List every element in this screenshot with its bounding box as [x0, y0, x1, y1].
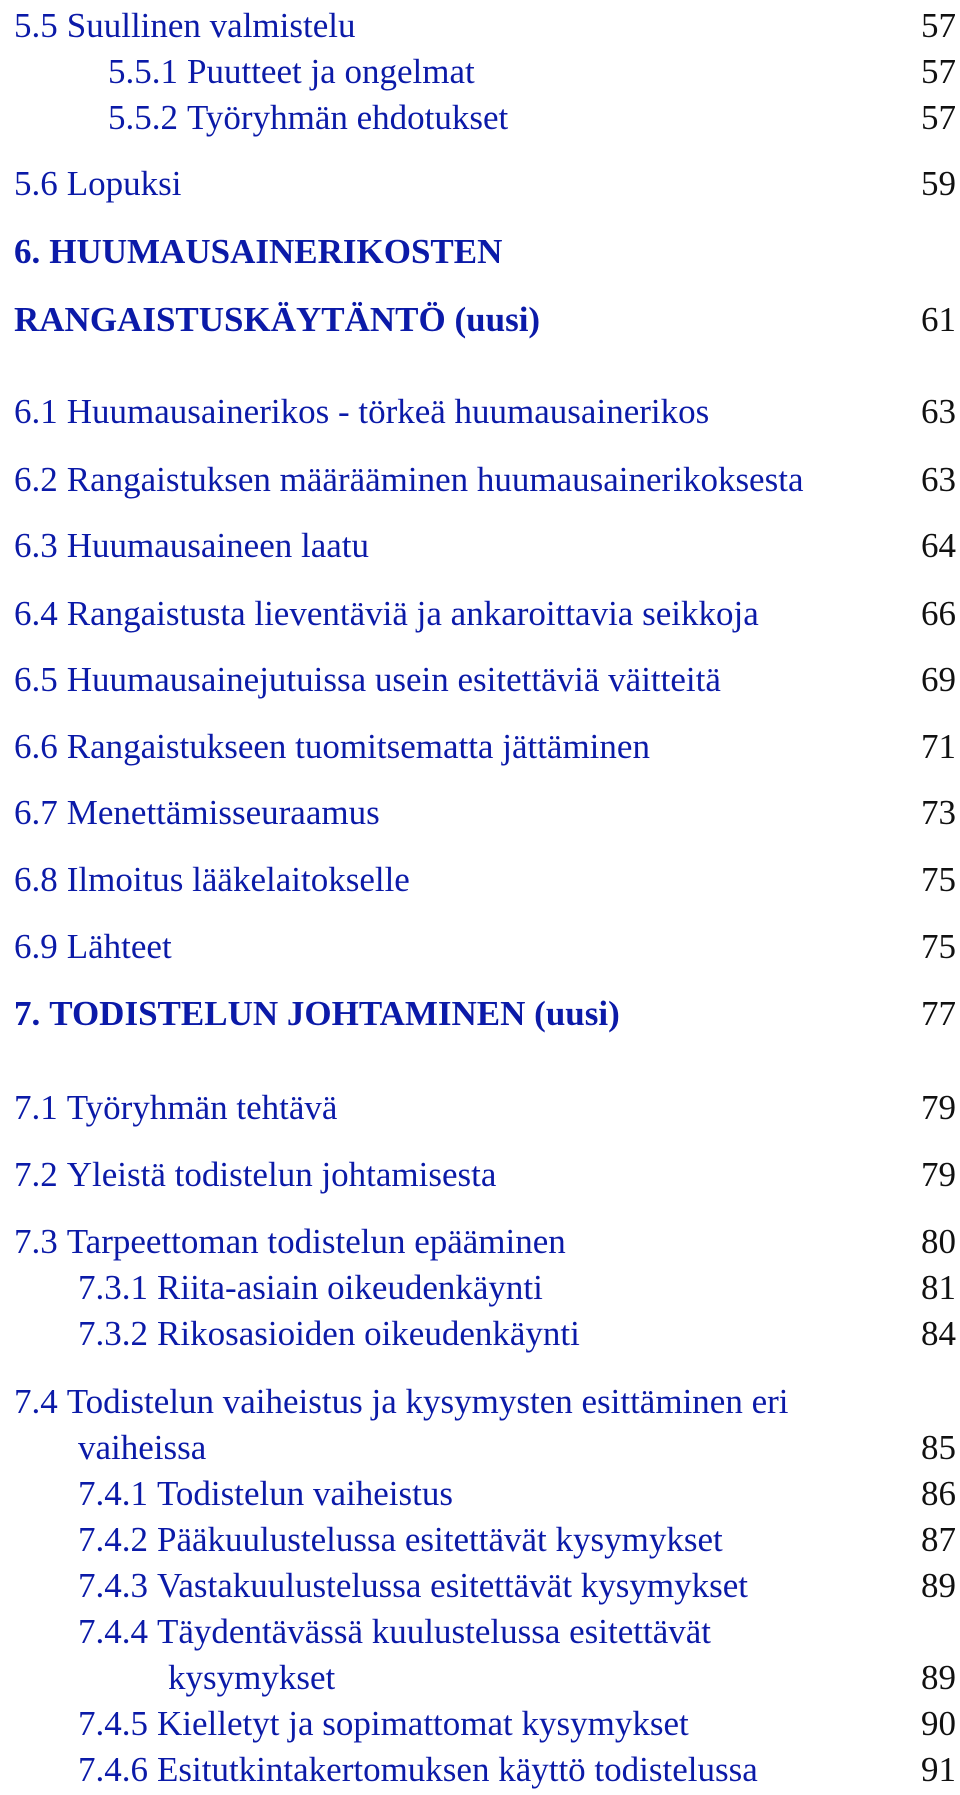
toc-entry-title: kysymykset: [168, 1658, 336, 1697]
toc-entry-page: 59: [921, 164, 956, 203]
toc-entry-number: 6.: [14, 232, 41, 271]
toc-entry-page: 66: [921, 594, 956, 633]
toc-entry-page: 71: [921, 727, 956, 766]
toc-entry-title: Ilmoitus lääkelaitokselle: [66, 860, 410, 899]
toc-entry-page: 77: [921, 994, 956, 1033]
toc-entry-title: Puutteet ja ongelmat: [187, 52, 475, 91]
toc-entry-title: Lopuksi: [66, 164, 182, 203]
toc-entry-page: 79: [921, 1088, 956, 1127]
toc-entry-page: 64: [921, 526, 956, 565]
toc-entry-number: 5.5.2: [108, 98, 178, 137]
toc-entry-number: 7.4.6: [78, 1750, 148, 1789]
toc-entry-page: 89: [921, 1566, 956, 1605]
toc-entry-page: 57: [921, 52, 956, 91]
toc-entry-page: 57: [921, 98, 956, 137]
toc-entry-number: 7.4.1: [78, 1474, 148, 1513]
toc-entry-title: Todistelun vaiheistus: [157, 1474, 453, 1513]
toc-entry-page: 81: [921, 1268, 956, 1307]
toc-entry-title: Työryhmän tehtävä: [66, 1088, 338, 1127]
toc-entry-number: 5.6: [14, 164, 58, 203]
toc-entry-page: 86: [921, 1474, 956, 1513]
toc-entry-page: 91: [921, 1750, 956, 1789]
toc-entry-number: 7.4.2: [78, 1520, 148, 1559]
toc-entry-title: Todistelun vaiheistus ja kysymysten esit…: [66, 1382, 789, 1421]
toc-entry-title: Rangaistukseen tuomitsematta jättäminen: [66, 727, 650, 766]
toc-entry-page: 57: [921, 6, 956, 45]
toc-entry-number: 6.5: [14, 660, 58, 699]
toc-entry-title: Pääkuulustelussa esitettävät kysymykset: [157, 1520, 723, 1559]
toc-entry-title: RANGAISTUSKÄYTÄNTÖ (uusi): [14, 300, 541, 339]
toc-entry-number: 7.2: [14, 1155, 58, 1194]
toc-entry-title: Huumausaineen laatu: [66, 526, 370, 565]
toc-entry-page: 89: [921, 1658, 956, 1697]
toc-entry-page: 80: [921, 1222, 956, 1261]
toc-entry-title: Vastakuulustelussa esitettävät kysymykse…: [157, 1566, 749, 1605]
toc-entry-title: TODISTELUN JOHTAMINEN (uusi): [49, 994, 620, 1033]
toc-entry-number: 6.7: [14, 793, 58, 832]
toc-entry-page: 75: [921, 927, 956, 966]
toc-entry-number: 5.5: [14, 6, 58, 45]
toc-entry-number: 7.: [14, 994, 41, 1033]
toc-entry-number: 7.3.2: [78, 1314, 148, 1353]
toc-entry-number: 7.1: [14, 1088, 58, 1127]
toc-entry-page: 69: [921, 660, 956, 699]
toc-entry-number: 6.8: [14, 860, 58, 899]
toc-entry-title: Esitutkintakertomuksen käyttö todistelus…: [157, 1750, 758, 1789]
toc-entry-number: 6.2: [14, 460, 58, 499]
toc-entry-number: 7.3: [14, 1222, 58, 1261]
toc-entry-number: 6.1: [14, 392, 58, 431]
toc-entry-number: 7.3.1: [78, 1268, 148, 1307]
toc-entry-page: 63: [921, 460, 956, 499]
toc-entry-number: 7.4: [14, 1382, 58, 1421]
toc-entry-number: 7.4.4: [78, 1612, 148, 1651]
toc-entry-number: 6.3: [14, 526, 58, 565]
toc-entry-title: Menettämisseuraamus: [66, 793, 380, 832]
toc-entry-page: 61: [921, 300, 956, 339]
toc-entry-page: 90: [921, 1704, 956, 1743]
toc-entry-page: 79: [921, 1155, 956, 1194]
toc-entry-title: Rangaistusta lieventäviä ja ankaroittavi…: [66, 594, 759, 633]
toc-entry-page: 85: [921, 1428, 956, 1467]
toc-entry-title: HUUMAUSAINERIKOSTEN: [49, 232, 503, 271]
toc-entry-number: 6.9: [14, 927, 58, 966]
toc-entry-title: Yleistä todistelun johtamisesta: [66, 1155, 497, 1194]
toc-entry-page: 73: [921, 793, 956, 832]
toc-entry-number: 6.6: [14, 727, 58, 766]
toc-entry-title: Lähteet: [66, 927, 172, 966]
toc-entry-title: Täydentävässä kuulustelussa esitettävät: [157, 1612, 712, 1651]
toc-entry-title: Tarpeettoman todistelun epääminen: [66, 1222, 566, 1261]
toc-entry-title: Kielletyt ja sopimattomat kysymykset: [157, 1704, 689, 1743]
toc-entry-title: Riita-asiain oikeudenkäynti: [157, 1268, 543, 1307]
toc-entry-title: vaiheissa: [78, 1428, 207, 1467]
toc-entry-title: Rikosasioiden oikeudenkäynti: [157, 1314, 580, 1353]
toc-entry-page: 87: [921, 1520, 956, 1559]
toc-entry-page: 63: [921, 392, 956, 431]
toc-entry-title: Rangaistuksen määrääminen huumausainerik…: [66, 460, 804, 499]
toc-entry-title: Huumausainerikos - törkeä huumausainerik…: [66, 392, 710, 431]
toc-entry-number: 5.5.1: [108, 52, 178, 91]
toc-entry-number: 6.4: [14, 594, 58, 633]
toc-entry-page: 84: [921, 1314, 956, 1353]
toc-entry-number: 7.4.5: [78, 1704, 148, 1743]
toc-entry-page: 75: [921, 860, 956, 899]
toc-entry-title: Työryhmän ehdotukset: [187, 98, 509, 137]
toc-entry-title: Huumausainejutuissa usein esitettäviä vä…: [66, 660, 721, 699]
toc-entry-number: 7.4.3: [78, 1566, 148, 1605]
toc-entry-title: Suullinen valmistelu: [66, 6, 356, 45]
